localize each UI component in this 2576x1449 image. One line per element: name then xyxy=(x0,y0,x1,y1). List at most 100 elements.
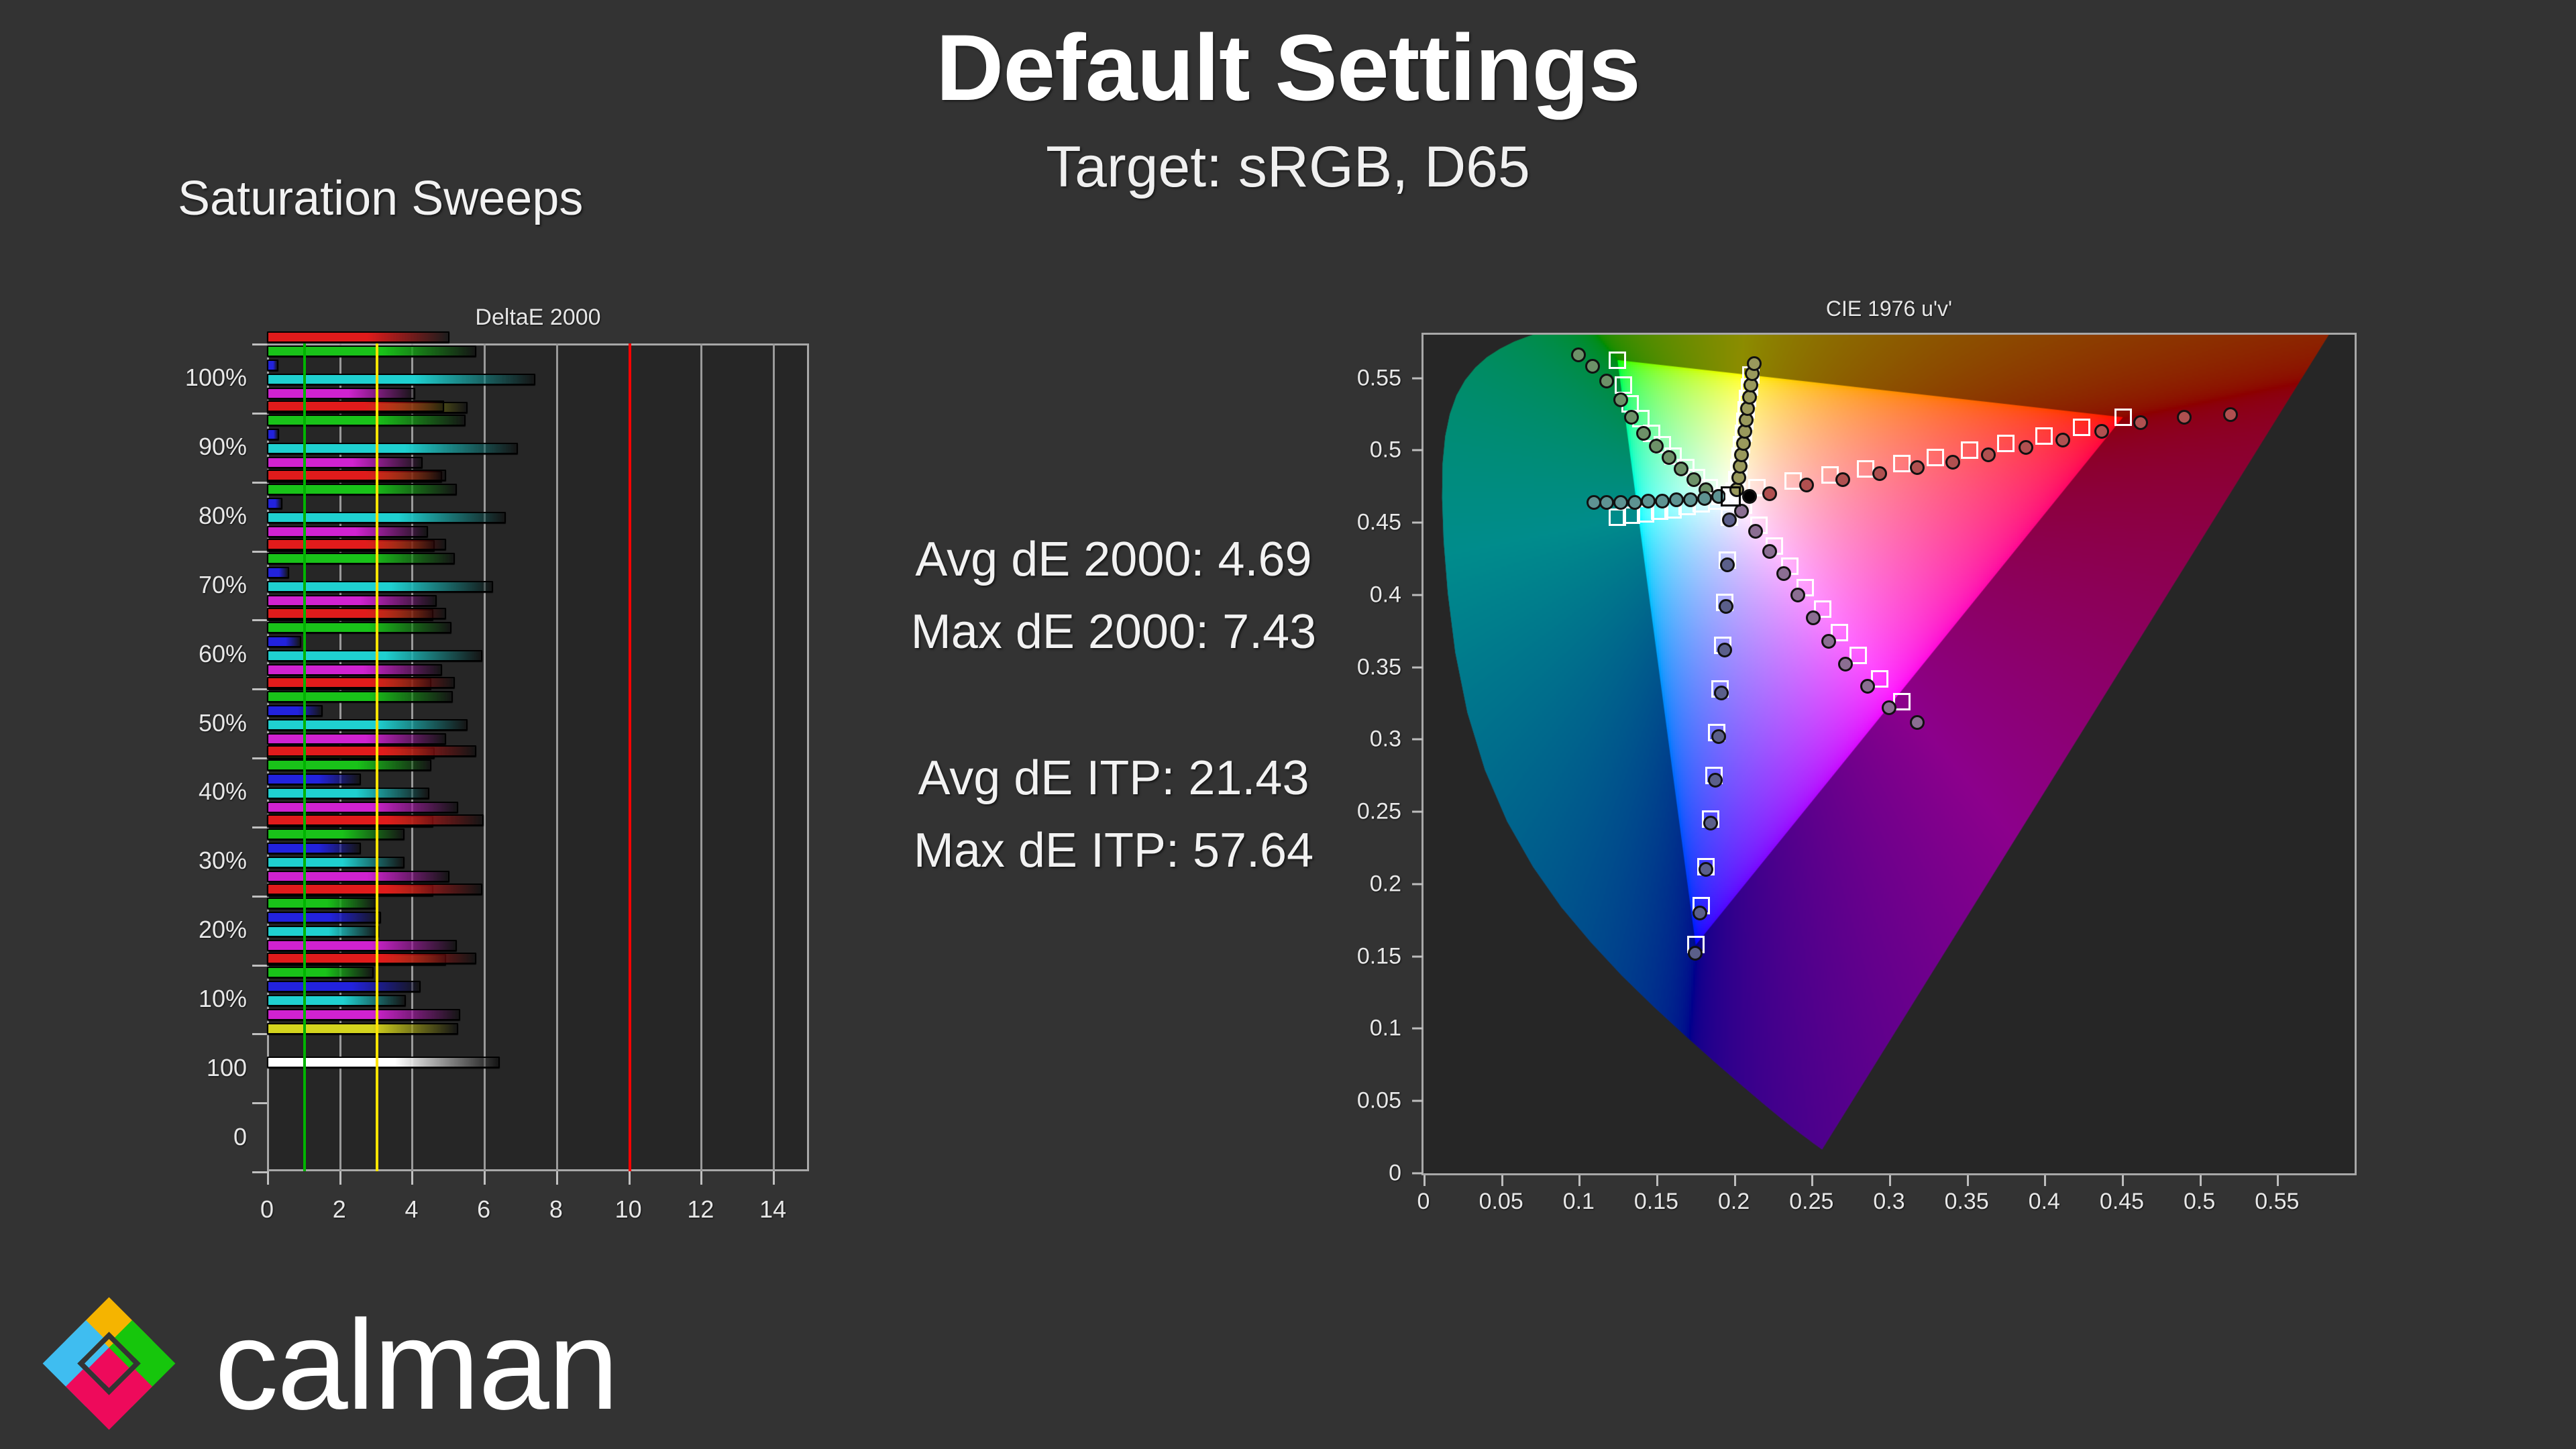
cie-measured-marker xyxy=(1703,816,1718,831)
cie-measured-marker xyxy=(1799,478,1815,493)
deltae-bar xyxy=(267,745,477,757)
cie-x-label: 0.1 xyxy=(1562,1189,1595,1214)
deltae-bar xyxy=(267,470,446,482)
cie-measured-marker xyxy=(1613,392,1628,407)
cie-measured-marker xyxy=(1587,495,1602,510)
cie-target-marker xyxy=(1609,351,1627,369)
deltae-bar xyxy=(267,331,450,343)
deltae-x-label: 0 xyxy=(260,1195,274,1223)
avg-de2000-stat: Avg dE 2000: 4.69 xyxy=(915,533,1312,586)
cie-y-label: 0.3 xyxy=(1369,726,1401,752)
cie-measured-marker xyxy=(1835,472,1850,487)
cie-x-tick xyxy=(2277,1175,2279,1186)
cie-measured-marker xyxy=(2176,409,2192,425)
cie-y-tick xyxy=(1412,594,1423,596)
deltae-x-tick xyxy=(411,1171,414,1185)
deltae-bar xyxy=(267,512,506,524)
cie-gamut-canvas xyxy=(1424,335,2355,1173)
cie-measured-marker xyxy=(1748,524,1764,539)
cie-measured-marker xyxy=(1686,472,1701,487)
cie-target-marker xyxy=(1615,376,1633,394)
cie-measured-marker xyxy=(1882,700,1896,716)
cie-x-label: 0 xyxy=(1417,1189,1430,1214)
deltae-bar xyxy=(267,843,362,855)
cie-x-tick xyxy=(2199,1175,2202,1186)
deltae-bar xyxy=(267,484,457,496)
logo-diamond-bottom xyxy=(89,1347,129,1389)
cie-measured-marker xyxy=(1661,450,1676,466)
cie-x-label: 0.35 xyxy=(1944,1189,1989,1214)
deltae-x-label: 12 xyxy=(687,1195,714,1223)
cie-target-marker xyxy=(1813,600,1831,619)
cie-target-marker xyxy=(1849,647,1867,665)
stats-spacer xyxy=(865,668,1362,742)
deltae-bar xyxy=(267,966,374,978)
page-title: Default Settings xyxy=(936,15,1641,120)
deltae-x-label: 2 xyxy=(332,1195,346,1223)
cie-y-tick xyxy=(1412,955,1423,958)
calman-logo: calman xyxy=(37,1291,654,1436)
deltae-bar xyxy=(267,994,407,1006)
deltae-bar xyxy=(267,704,323,716)
deltae-bar xyxy=(267,388,415,400)
cie-measured-marker xyxy=(1790,587,1805,602)
cie-measured-marker xyxy=(1585,359,1601,374)
deltae-bar xyxy=(267,526,428,538)
deltae-y-label: 20% xyxy=(198,916,247,944)
deltae-bar xyxy=(267,621,451,633)
deltae-gridline xyxy=(700,343,703,1171)
cie-x-label: 0.45 xyxy=(2099,1189,2145,1214)
cie-measured-marker xyxy=(1717,642,1732,657)
cie-measured-marker xyxy=(1687,946,1703,961)
cie-x-label: 0.5 xyxy=(2184,1189,2216,1214)
deltae-y-label: 0 xyxy=(233,1122,247,1150)
cie-measured-marker xyxy=(1860,678,1875,694)
cie-y-tick xyxy=(1412,377,1423,380)
deltae-y-tick xyxy=(252,1102,267,1105)
cie-1976-chromaticity-chart[interactable]: CIE 1976 u'v' 0 0.05 0.1 0.15 0.2 0.25 0.3 0.35… xyxy=(1357,297,2357,1214)
deltae-threshold-green-threshold xyxy=(303,343,306,1171)
cie-whitepoint-target xyxy=(1720,486,1741,506)
cie-measured-marker xyxy=(1699,862,1714,877)
calman-diamond-icon xyxy=(42,1297,176,1430)
deltae-2000-bar-chart[interactable]: DeltaE 2000 100% 90% 80% 70% 60% 50% 40% 30% 20%… xyxy=(185,305,809,1223)
deltae-bar xyxy=(267,663,443,676)
deltae-bar xyxy=(267,374,536,386)
deltae-bar xyxy=(267,690,453,702)
cie-y-label: 0.1 xyxy=(1369,1015,1401,1041)
deltae-y-label: 50% xyxy=(198,708,247,737)
deltae-bar xyxy=(267,718,468,731)
cie-chart-title: CIE 1976 u'v' xyxy=(1825,297,1953,321)
cie-measured-marker xyxy=(1872,466,1888,481)
cie-y-tick xyxy=(1412,738,1423,741)
cie-measured-marker xyxy=(1669,492,1684,507)
cie-measured-marker xyxy=(1649,438,1664,453)
deltae-bar xyxy=(267,607,446,619)
deltae-y-tick xyxy=(252,550,267,553)
cie-measured-marker xyxy=(1719,599,1734,614)
deltae-x-label: 8 xyxy=(549,1195,563,1223)
deltae-gridline xyxy=(484,343,486,1171)
stats-block: Avg dE 2000: 4.69 Max dE 2000: 7.43 Avg … xyxy=(865,523,1362,887)
cie-y-label: 0.15 xyxy=(1356,943,1401,969)
deltae-bar xyxy=(267,360,279,372)
cie-measured-marker xyxy=(1762,544,1777,559)
deltae-x-tick xyxy=(555,1171,558,1185)
cie-measured-marker xyxy=(1762,486,1777,502)
cie-measured-marker xyxy=(2055,433,2071,448)
deltae-y-tick xyxy=(252,481,267,484)
cie-y-tick xyxy=(1412,810,1423,813)
cie-y-tick xyxy=(1412,666,1423,669)
cie-x-tick xyxy=(2044,1175,2047,1186)
deltae-y-label: 90% xyxy=(198,433,247,461)
deltae-bar xyxy=(267,857,405,869)
cie-measured-marker xyxy=(1599,373,1614,388)
deltae-bar xyxy=(267,788,430,800)
deltae-x-tick xyxy=(773,1171,775,1185)
deltae-bar xyxy=(267,580,493,592)
deltae-bar xyxy=(267,566,290,578)
cie-x-tick xyxy=(1656,1175,1658,1186)
cie-target-marker xyxy=(1871,669,1889,688)
cie-target-marker xyxy=(1609,508,1627,526)
cie-x-label: 0.55 xyxy=(2255,1189,2300,1214)
